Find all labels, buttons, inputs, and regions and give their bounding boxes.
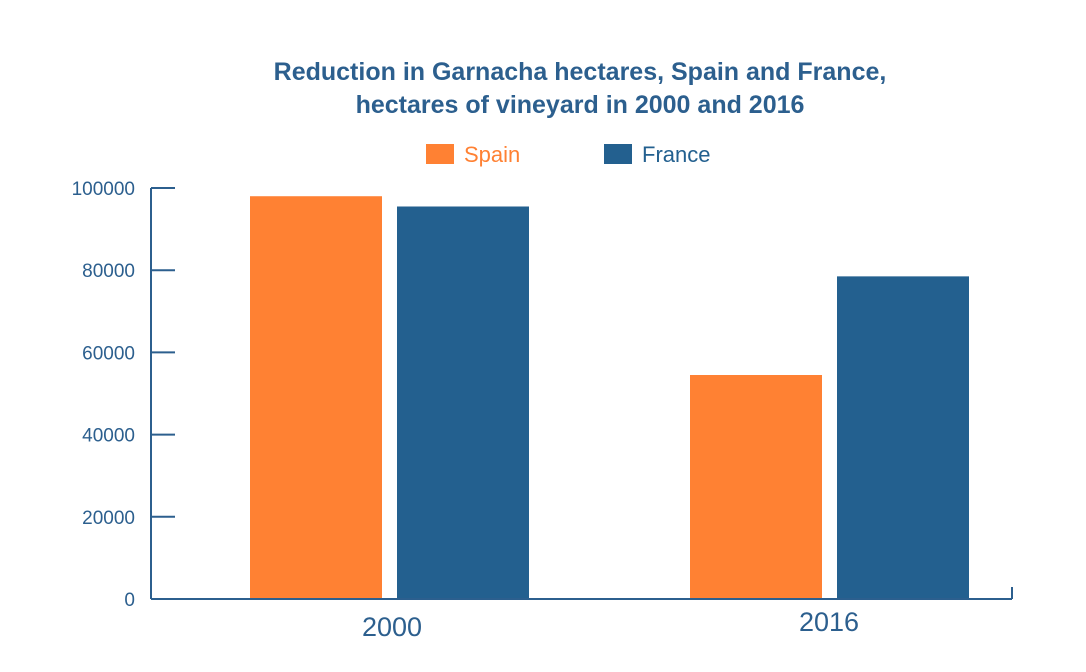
bar-spain-2000 [250,196,382,599]
legend-swatch-france [604,144,632,164]
y-tick-label: 80000 [82,261,135,282]
y-tick-label: 40000 [82,426,135,447]
x-axis: 2000 2016 [151,587,1013,642]
bar-spain-2016 [690,375,822,599]
bars [250,196,969,599]
y-tick-label: 60000 [82,343,135,364]
chart-title-line-2: hectares of vineyard in 2000 and 2016 [356,91,805,119]
x-category-label: 2000 [362,612,422,642]
legend-label-spain: Spain [464,142,520,167]
bar-france-2016 [837,276,969,599]
y-tick-label: 0 [124,590,135,611]
y-tick-label: 100000 [72,179,135,200]
y-tick-label: 20000 [82,508,135,529]
legend-label-france: France [642,142,710,167]
legend-swatch-spain [426,144,454,164]
y-axis: 0 20000 40000 60000 80000 100000 [72,179,175,611]
chart-title-line-1: Reduction in Garnacha hectares, Spain an… [274,58,887,86]
bar-france-2000 [397,206,529,599]
legend: Spain France [426,142,710,167]
x-category-label: 2016 [799,607,859,637]
